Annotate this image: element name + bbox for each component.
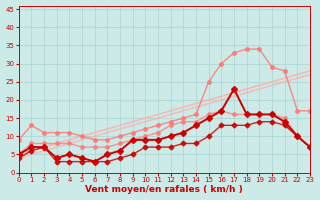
X-axis label: Vent moyen/en rafales ( km/h ): Vent moyen/en rafales ( km/h ) bbox=[85, 185, 243, 194]
